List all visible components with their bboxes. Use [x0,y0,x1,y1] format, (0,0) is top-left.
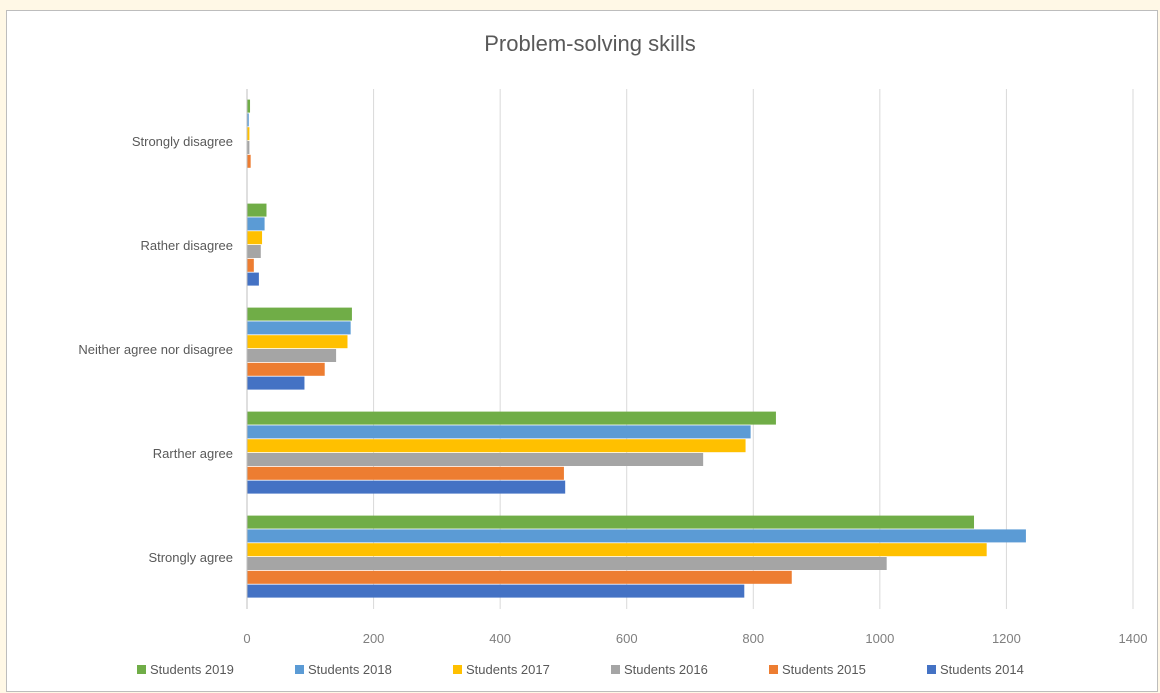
legend-item: Students 2016 [624,662,708,677]
bar-chart: Problem-solving skills Strongly disagree… [78,31,1147,677]
category-label: Rather disagree [141,238,234,253]
x-tick-label: 600 [616,631,638,646]
bar [247,362,325,376]
legend-item: Students 2014 [940,662,1024,677]
legend: Students 2019 Students 2018 Students 2017 S… [137,662,1024,677]
bar [247,272,259,286]
legend-item: Students 2018 [308,662,392,677]
gridlines [246,89,1134,609]
category-label: Strongly disagree [132,134,233,149]
bar [247,127,250,141]
bar [247,529,1026,543]
legend-item: Students 2015 [782,662,866,677]
x-tick-label: 1000 [865,631,894,646]
bar [247,217,265,231]
x-tick-label: 200 [363,631,385,646]
legend-swatch [453,665,462,674]
category-label: Strongly agree [148,550,233,565]
bar [247,258,254,272]
bar [247,203,267,217]
bar [247,113,249,127]
chart-frame: Problem-solving skills Strongly disagree… [6,10,1158,692]
x-tick-label: 1200 [992,631,1021,646]
legend-swatch [611,665,620,674]
legend-swatch [295,665,304,674]
bar [247,515,975,529]
bar [247,376,305,390]
bar [247,411,776,425]
bar [247,439,746,453]
category-label: Neither agree nor disagree [78,342,233,357]
bar [247,99,251,113]
bar [247,466,564,480]
bar [247,349,337,362]
bar [247,453,704,466]
legend-item: Students 2019 [150,662,234,677]
bar [247,570,792,584]
bar [247,154,251,168]
bar [247,557,887,570]
bar [247,425,751,439]
x-tick-label: 800 [742,631,764,646]
chart-title: Problem-solving skills [484,31,696,56]
bar [247,480,566,494]
category-labels: Strongly disagree Rather disagree Neither … [78,134,233,565]
x-tick-labels: 0 200 400 600 800 1000 1200 1400 [243,631,1147,646]
category-label: Rarther agree [153,446,233,461]
bar [247,584,745,598]
bar [247,307,352,321]
x-tick-label: 1400 [1119,631,1148,646]
legend-item: Students 2017 [466,662,550,677]
bar [247,321,351,335]
bar [247,231,263,245]
bar [247,245,261,258]
x-tick-label: 400 [489,631,511,646]
bar [247,335,348,349]
bar [247,141,250,154]
bars [247,99,1026,598]
legend-swatch [769,665,778,674]
x-tick-label: 0 [243,631,250,646]
bar [247,543,987,557]
legend-swatch [927,665,936,674]
legend-swatch [137,665,146,674]
